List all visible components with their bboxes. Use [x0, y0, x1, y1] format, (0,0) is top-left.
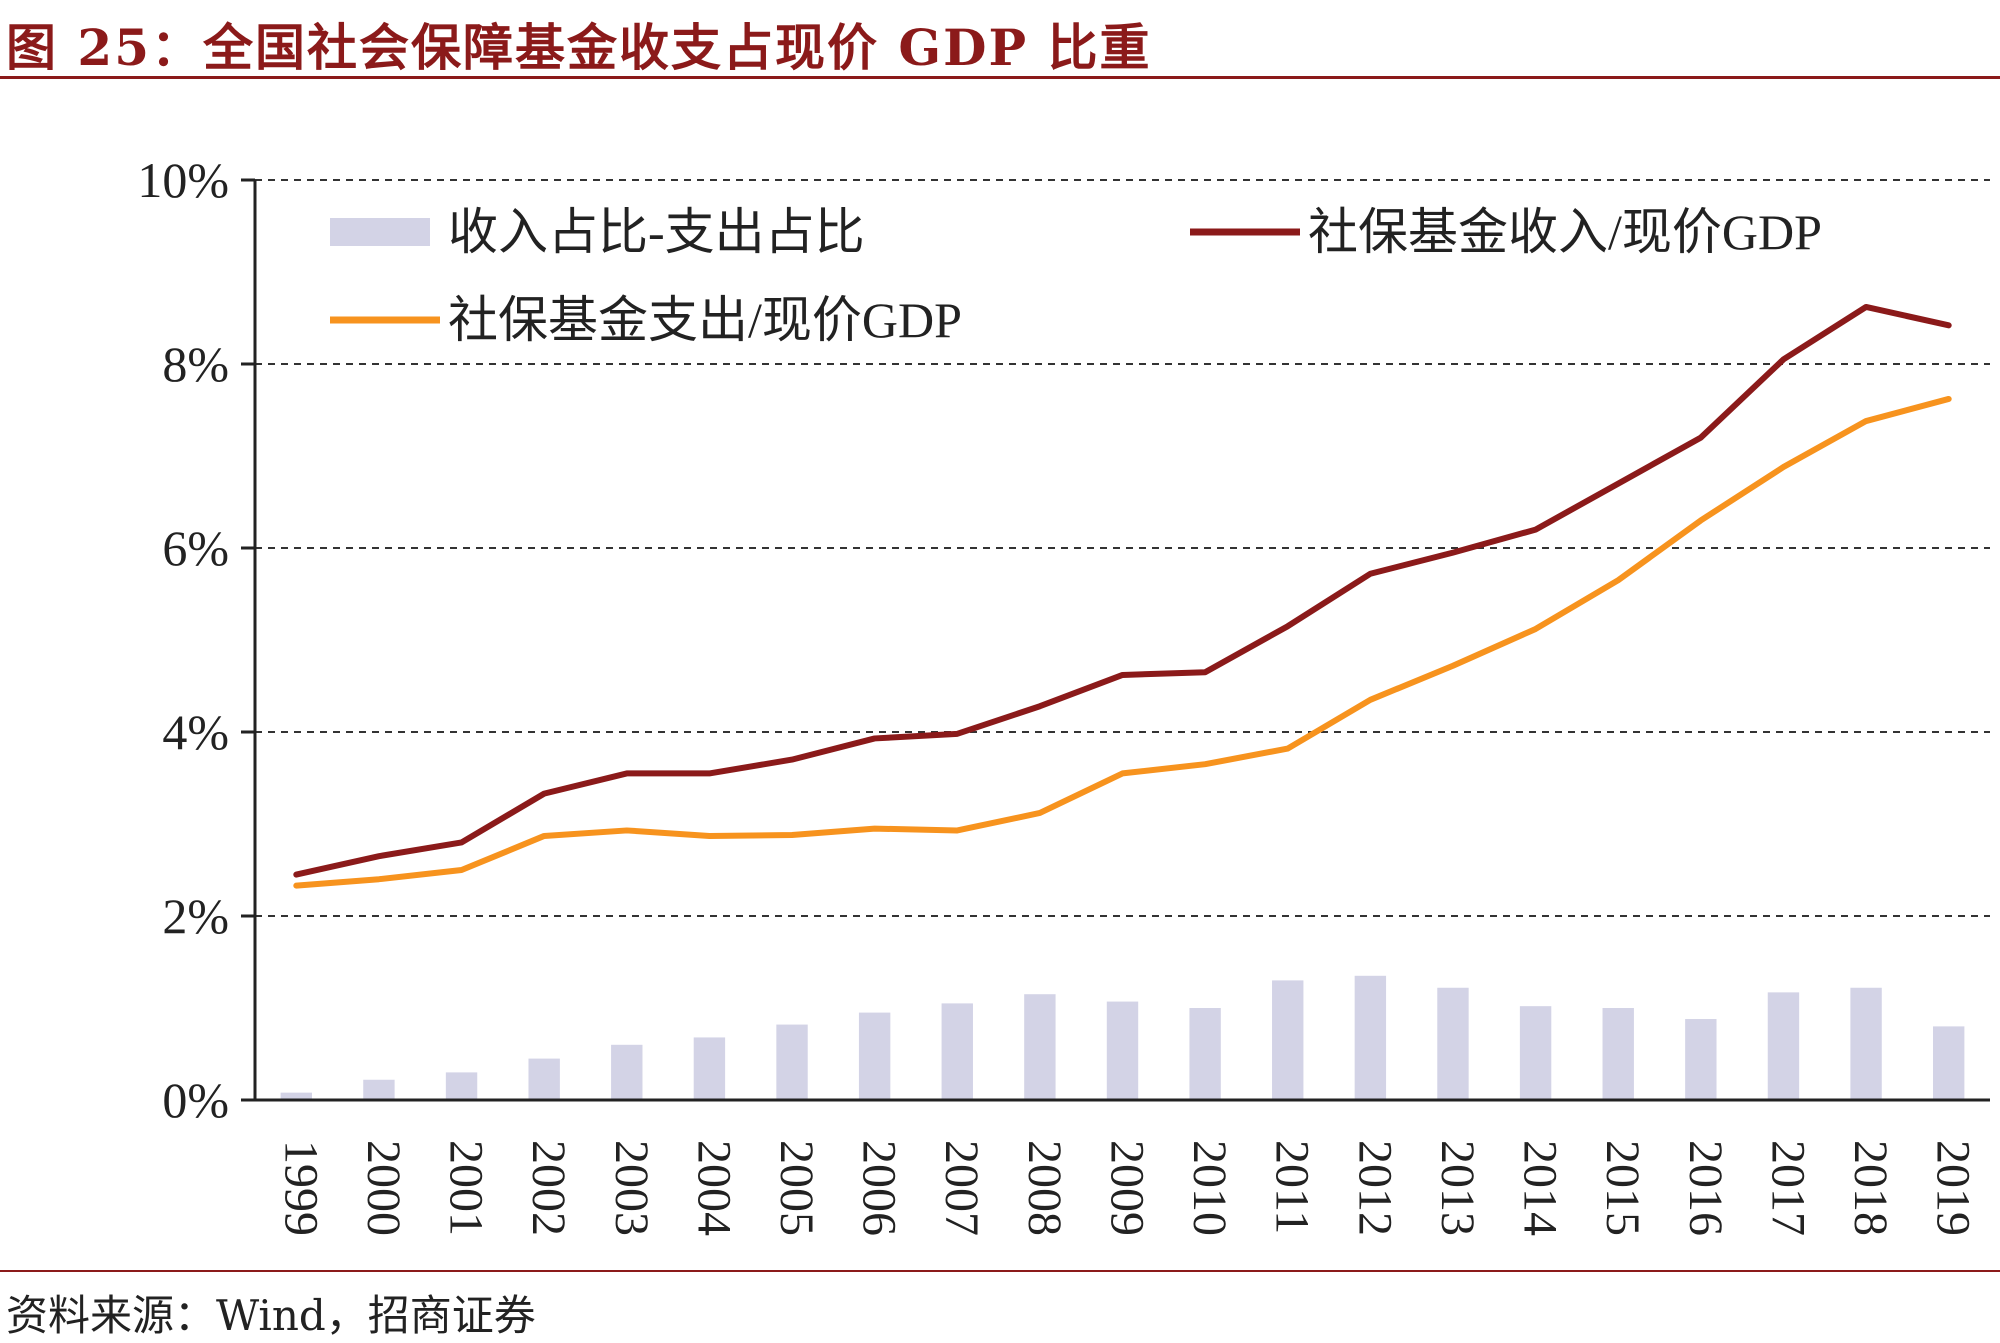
figure-source: 资料来源：Wind，招商证券 — [6, 1291, 536, 1340]
series-line — [293, 395, 1952, 889]
source-divider — [0, 1270, 2000, 1272]
bar — [1932, 1026, 1965, 1100]
bar — [528, 1058, 560, 1100]
y-tick-label: 8% — [162, 336, 229, 392]
y-tick-label: 0% — [162, 1072, 229, 1128]
line-layer — [293, 303, 1952, 889]
x-tick-label: 2003 — [605, 1140, 658, 1236]
x-tick-label: 2014 — [1514, 1140, 1567, 1236]
x-tick-label: 2016 — [1679, 1140, 1732, 1236]
bar — [280, 1092, 313, 1100]
y-tick-label: 2% — [162, 888, 229, 944]
series-line — [293, 303, 1952, 878]
grid-layer — [255, 179, 1990, 917]
x-tick-label: 2018 — [1844, 1140, 1897, 1236]
x-tick-label: 2001 — [440, 1140, 493, 1236]
bar — [1189, 1008, 1221, 1100]
x-tick-label: 2006 — [853, 1140, 906, 1236]
x-tick-label: 2011 — [1266, 1140, 1319, 1234]
bar — [858, 1012, 891, 1100]
legend-label: 社保基金支出/现价GDP — [448, 292, 962, 348]
bar — [1850, 987, 1882, 1100]
bar — [445, 1072, 478, 1100]
x-tick-label: 2005 — [770, 1140, 823, 1236]
bar — [1106, 1001, 1139, 1100]
bar — [1685, 1019, 1717, 1100]
x-tick-label: 2015 — [1596, 1140, 1649, 1236]
x-tick-label: 2019 — [1927, 1140, 1980, 1236]
x-tick-label: 2007 — [935, 1140, 988, 1236]
bar — [1602, 1008, 1634, 1100]
x-tick-label: 2008 — [1018, 1140, 1071, 1236]
legend-label: 收入占比-支出占比 — [448, 204, 865, 260]
x-tick-label: 2004 — [687, 1140, 740, 1236]
x-tick-label: 2010 — [1183, 1140, 1236, 1236]
x-tick-label: 2017 — [1761, 1140, 1814, 1236]
axis-layer: 0% 2% 4% 6% 8% 10% 1999 2000 2001 2002 2003 2004 200… — [137, 152, 1990, 1236]
x-tick-label: 1999 — [274, 1140, 327, 1236]
bar — [1354, 975, 1387, 1100]
bar — [611, 1044, 643, 1100]
legend-swatch — [330, 218, 430, 246]
legend: 收入占比-支出占比 社保基金收入/现价GDP 社保基金支出/现价GDP — [330, 204, 1822, 348]
legend-label: 社保基金收入/现价GDP — [1308, 204, 1822, 260]
bar-layer — [280, 975, 1965, 1100]
y-tick-label: 10% — [137, 152, 229, 208]
bar — [1519, 1006, 1552, 1100]
y-tick-label: 6% — [162, 520, 229, 576]
y-tick-label: 4% — [162, 704, 229, 760]
bar — [363, 1079, 395, 1100]
title-divider — [0, 76, 2000, 79]
bar — [693, 1037, 726, 1100]
x-tick-label: 2012 — [1348, 1140, 1401, 1236]
bar — [776, 1024, 808, 1100]
x-tick-label: 2009 — [1100, 1140, 1153, 1236]
bar — [1272, 980, 1304, 1100]
x-tick-label: 2013 — [1431, 1140, 1484, 1236]
x-tick-label: 2000 — [357, 1140, 410, 1236]
bar — [1437, 987, 1469, 1100]
bar — [1767, 992, 1800, 1100]
bar — [1024, 994, 1056, 1100]
x-tick-label: 2002 — [522, 1140, 575, 1236]
figure-title: 图 25：全国社会保障基金收支占现价 GDP 比重 — [6, 18, 1152, 77]
bar — [941, 1003, 973, 1100]
